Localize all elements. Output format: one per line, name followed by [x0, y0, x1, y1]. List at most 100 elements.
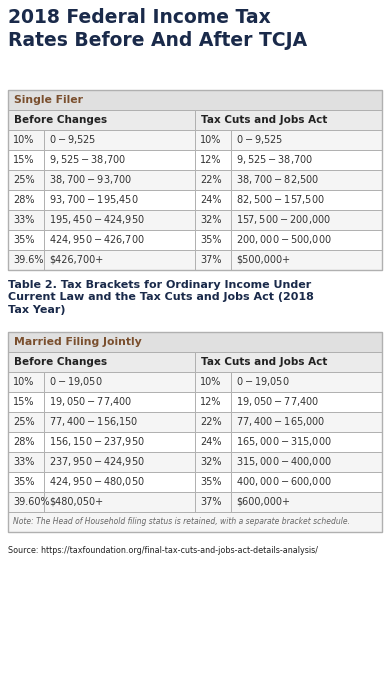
Bar [44, 130, 195, 150]
Bar [8, 512, 382, 532]
Text: 35%: 35% [200, 235, 222, 245]
Bar [8, 392, 44, 412]
Text: Before Changes: Before Changes [14, 115, 107, 125]
Bar [195, 250, 231, 270]
Bar [44, 472, 195, 492]
Text: Note: The Head of Household filing status is retained, with a separate bracket s: Note: The Head of Household filing statu… [13, 518, 350, 527]
Text: $9,525-$38,700: $9,525-$38,700 [49, 153, 126, 166]
Bar [195, 412, 231, 432]
Text: Married Filing Jointly: Married Filing Jointly [14, 337, 142, 347]
Bar [195, 170, 231, 190]
Bar [8, 190, 44, 210]
Bar [44, 250, 195, 270]
Bar [8, 452, 44, 472]
Text: 35%: 35% [13, 477, 34, 487]
Bar [231, 472, 382, 492]
Text: 22%: 22% [200, 175, 222, 185]
Bar [231, 412, 382, 432]
Text: 12%: 12% [200, 397, 222, 407]
Bar [231, 210, 382, 230]
Bar [44, 412, 195, 432]
Bar [8, 230, 44, 250]
Text: Table 2. Tax Brackets for Ordinary Income Under
Current Law and the Tax Cuts and: Table 2. Tax Brackets for Ordinary Incom… [8, 280, 314, 315]
Text: 15%: 15% [13, 397, 34, 407]
Text: 39.60%: 39.60% [13, 497, 50, 507]
Bar [44, 170, 195, 190]
Text: $424,950-$480,050: $424,950-$480,050 [49, 475, 145, 489]
Text: $0-$9,525: $0-$9,525 [236, 133, 283, 147]
Text: 28%: 28% [13, 437, 34, 447]
Text: 35%: 35% [200, 477, 222, 487]
Text: 10%: 10% [200, 135, 222, 145]
Bar [8, 130, 44, 150]
Bar [195, 472, 231, 492]
Bar [44, 190, 195, 210]
Text: 32%: 32% [200, 457, 222, 467]
Text: 25%: 25% [13, 417, 35, 427]
Bar [8, 250, 44, 270]
Bar [8, 210, 44, 230]
Bar [8, 90, 382, 270]
Text: 25%: 25% [13, 175, 35, 185]
Bar [195, 110, 382, 130]
Text: $93,700-$195,450: $93,700-$195,450 [49, 193, 138, 206]
Bar [44, 150, 195, 170]
Bar [8, 332, 382, 352]
Text: $19,050-$77,400: $19,050-$77,400 [49, 395, 132, 408]
Bar [8, 372, 44, 392]
Text: 10%: 10% [200, 377, 222, 387]
Text: $38,700-$93,700: $38,700-$93,700 [49, 174, 132, 187]
Text: $82,500-$157,500: $82,500-$157,500 [236, 193, 325, 206]
Text: $19,050-$77,400: $19,050-$77,400 [236, 395, 319, 408]
Text: Single Filer: Single Filer [14, 95, 83, 105]
Bar [8, 492, 44, 512]
Bar [8, 170, 44, 190]
Text: 24%: 24% [200, 437, 222, 447]
Bar [8, 150, 44, 170]
Text: $600,000+: $600,000+ [236, 497, 290, 507]
Text: $77,400-$165,000: $77,400-$165,000 [236, 416, 326, 429]
Text: 15%: 15% [13, 155, 34, 165]
Text: $156,150-$237,950: $156,150-$237,950 [49, 435, 145, 448]
Text: 39.6%: 39.6% [13, 255, 44, 265]
Text: $424,950-$426,700: $424,950-$426,700 [49, 233, 145, 247]
Bar [195, 210, 231, 230]
Text: $157,500-$200,000: $157,500-$200,000 [236, 214, 331, 226]
Bar [8, 412, 44, 432]
Bar [231, 170, 382, 190]
Bar [231, 190, 382, 210]
Text: Source: https://taxfoundation.org/final-tax-cuts-and-jobs-act-details-analysis/: Source: https://taxfoundation.org/final-… [8, 546, 318, 555]
Bar [8, 352, 195, 372]
Bar [195, 492, 231, 512]
Text: 33%: 33% [13, 457, 34, 467]
Bar [231, 492, 382, 512]
Bar [195, 432, 231, 452]
Bar [195, 230, 231, 250]
Bar [231, 230, 382, 250]
Text: $500,000+: $500,000+ [236, 255, 290, 265]
Bar [195, 190, 231, 210]
Text: 24%: 24% [200, 195, 222, 205]
Bar [44, 230, 195, 250]
Text: 35%: 35% [13, 235, 34, 245]
Text: 33%: 33% [13, 215, 34, 225]
Bar [195, 452, 231, 472]
Bar [44, 492, 195, 512]
Bar [195, 150, 231, 170]
Text: 32%: 32% [200, 215, 222, 225]
Text: $77,400-$156,150: $77,400-$156,150 [49, 416, 138, 429]
Text: 22%: 22% [200, 417, 222, 427]
Bar [44, 372, 195, 392]
Text: $0-$19,050: $0-$19,050 [49, 375, 103, 389]
Bar [44, 392, 195, 412]
Bar [44, 452, 195, 472]
Bar [231, 130, 382, 150]
Bar [231, 392, 382, 412]
Bar [8, 432, 44, 452]
Bar [8, 472, 44, 492]
Text: 10%: 10% [13, 135, 34, 145]
Bar [195, 372, 231, 392]
Bar [195, 352, 382, 372]
Bar [8, 110, 195, 130]
Bar [231, 250, 382, 270]
